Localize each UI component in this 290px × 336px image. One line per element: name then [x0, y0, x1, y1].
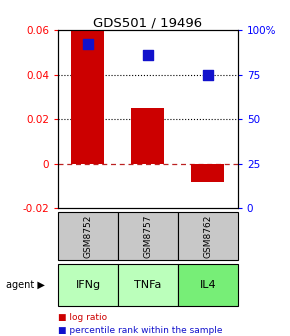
Text: ■ percentile rank within the sample: ■ percentile rank within the sample — [58, 327, 222, 335]
Text: agent ▶: agent ▶ — [6, 280, 45, 290]
Text: GSM8757: GSM8757 — [143, 214, 153, 258]
Text: GSM8752: GSM8752 — [84, 214, 93, 258]
Text: GSM8762: GSM8762 — [203, 214, 212, 258]
Text: ■ log ratio: ■ log ratio — [58, 313, 107, 322]
Text: IFNg: IFNg — [75, 280, 101, 290]
Text: TNFa: TNFa — [134, 280, 162, 290]
Point — [86, 42, 90, 47]
Point — [146, 52, 150, 58]
Point — [206, 72, 210, 78]
Title: GDS501 / 19496: GDS501 / 19496 — [93, 16, 202, 29]
Bar — [71, 30, 104, 164]
Bar — [131, 108, 164, 164]
Bar — [191, 164, 224, 181]
Text: IL4: IL4 — [200, 280, 216, 290]
